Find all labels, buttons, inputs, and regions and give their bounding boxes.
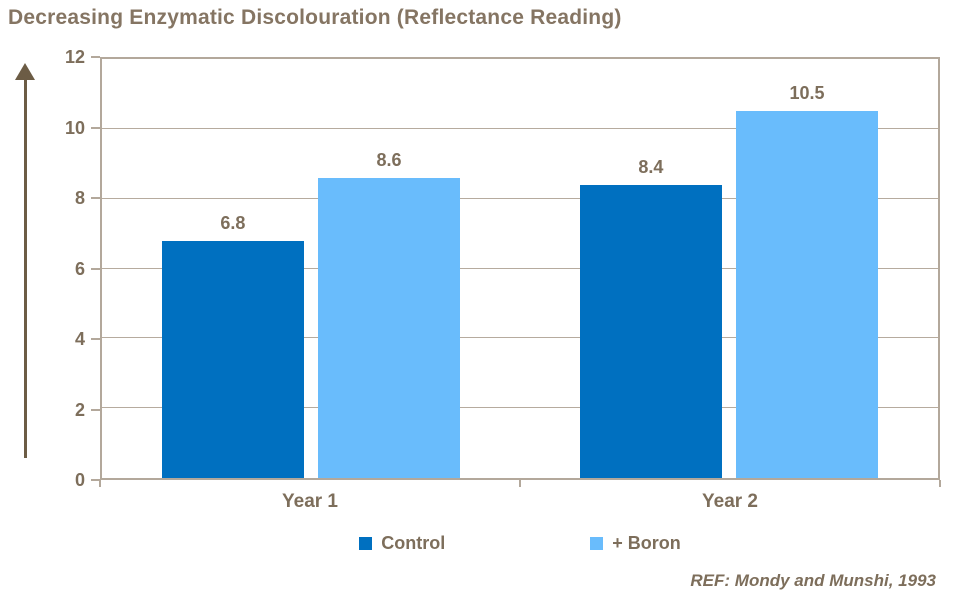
bar-column: 10.5: [736, 59, 879, 478]
x-category-label: Year 2: [702, 491, 758, 512]
x-axis-labels: Year 1 Year 2: [100, 491, 940, 513]
y-tick-mark: [91, 56, 100, 58]
gridline: [102, 407, 938, 409]
y-tick-label: 10: [64, 117, 85, 138]
x-tick-mark: [519, 480, 521, 487]
y-tick-mark: [91, 408, 100, 411]
bar-value-label: 6.8: [220, 212, 246, 233]
gridline: [102, 127, 938, 129]
y-axis-labels: 0 2 4 6 8 10 12: [0, 48, 85, 489]
boron-swatch-icon: [590, 536, 604, 550]
x-category-label: Year 1: [282, 491, 338, 512]
y-tick-mark: [91, 479, 100, 481]
y-tick-mark: [91, 126, 100, 129]
bar-group: 6.8 8.6: [102, 59, 520, 478]
bar-column: 8.4: [579, 59, 722, 478]
y-tick-mark: [91, 197, 100, 200]
y-tick-label: 0: [74, 470, 85, 490]
y-axis-ticks: [91, 56, 100, 481]
y-tick-mark: [91, 267, 100, 270]
gridline: [102, 337, 938, 339]
bar-column: 8.6: [318, 59, 461, 478]
bar-column: 6.8: [161, 59, 304, 478]
up-arrow-shaft: [24, 79, 27, 458]
y-tick-label: 2: [74, 399, 85, 420]
gridline: [102, 197, 938, 199]
x-tick-mark: [99, 480, 101, 487]
y-tick-mark: [91, 338, 100, 341]
y-tick-label: 12: [64, 47, 85, 67]
bar-value-label: 10.5: [789, 83, 825, 104]
reference-text: REF: Mondy and Munshi, 1993: [690, 571, 936, 590]
y-tick-label: 4: [74, 329, 85, 350]
legend-item-control: Control: [359, 534, 445, 552]
gridline: [102, 267, 938, 269]
up-arrow-icon: [15, 63, 35, 80]
chart-title: Decreasing Enzymatic Discolouration (Ref…: [8, 6, 622, 29]
bar-value-label: 8.4: [638, 156, 664, 177]
bar: [318, 177, 461, 478]
bar-group: 8.4 10.5: [520, 59, 938, 478]
bar: [579, 184, 722, 478]
y-tick-label: 8: [74, 188, 85, 209]
legend-label-control: Control: [381, 533, 446, 553]
y-tick-label: 6: [74, 258, 85, 279]
bar: [161, 240, 304, 478]
x-axis-ticks: [99, 480, 941, 488]
legend-label-boron: + Boron: [612, 533, 681, 553]
bar: [736, 111, 879, 478]
x-tick-mark: [939, 480, 941, 487]
legend: Control + Boron: [100, 534, 940, 552]
control-swatch-icon: [359, 536, 373, 550]
plot-area: 6.8 8.6 8.4 10.5: [100, 57, 940, 480]
legend-item-boron: + Boron: [590, 534, 681, 552]
bar-value-label: 8.6: [376, 149, 402, 170]
